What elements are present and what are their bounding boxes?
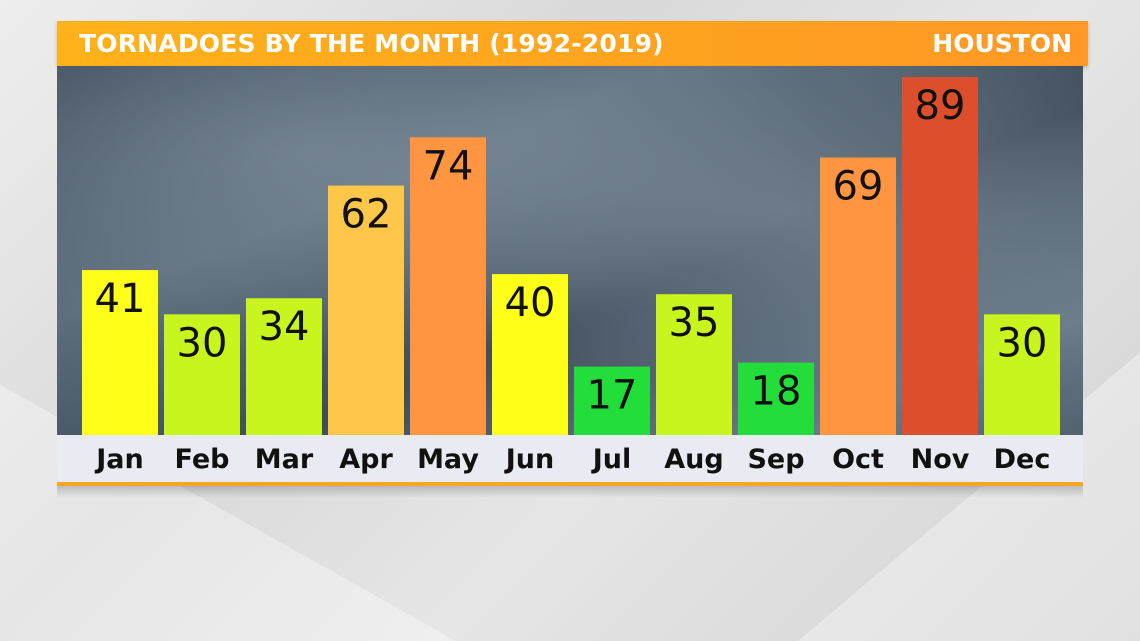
- month-label-feb: Feb: [175, 444, 230, 475]
- month-label-may: May: [417, 444, 479, 475]
- bar-mar: [246, 298, 322, 435]
- value-label-jun: 40: [505, 280, 556, 326]
- month-label-jun: Jun: [504, 444, 555, 475]
- month-label-jul: Jul: [591, 444, 632, 475]
- month-label-aug: Aug: [664, 444, 723, 475]
- bar-sep: [738, 362, 814, 435]
- month-label-dec: Dec: [994, 444, 1051, 475]
- bar-chart: 41 30 34 62 74 40 17 35 18 69 89 30 Jan Feb Mar Apr May…: [57, 66, 1083, 486]
- value-label-nov: 89: [915, 83, 966, 129]
- value-label-may: 74: [423, 143, 474, 189]
- title-bar: TORNADOES BY THE MONTH (1992-2019) HOUST…: [57, 21, 1088, 66]
- bar-jan: [82, 270, 158, 435]
- month-label-mar: Mar: [255, 444, 314, 475]
- bar-may: [410, 137, 486, 435]
- value-label-mar: 34: [259, 304, 310, 350]
- value-label-dec: 30: [997, 320, 1048, 366]
- bar-aug: [656, 294, 732, 435]
- month-label-jan: Jan: [94, 444, 144, 475]
- value-label-aug: 35: [669, 300, 720, 346]
- panel-shadow: [57, 486, 1083, 498]
- month-label-sep: Sep: [747, 444, 804, 475]
- value-label-jul: 17: [587, 373, 638, 419]
- chart-panel: 41 30 34 62 74 40 17 35 18 69 89 30 Jan Feb Mar Apr May…: [57, 66, 1083, 486]
- bar-jun: [492, 274, 568, 435]
- value-label-feb: 30: [177, 320, 228, 366]
- month-label-apr: Apr: [339, 444, 393, 475]
- value-label-sep: 18: [751, 369, 802, 415]
- value-label-apr: 62: [341, 192, 392, 238]
- accent-line: [57, 482, 1083, 486]
- bars-group: [82, 77, 1060, 435]
- bar-dec: [984, 314, 1060, 435]
- value-label-oct: 69: [833, 163, 884, 209]
- bar-jul: [574, 366, 650, 435]
- location-label: HOUSTON: [932, 29, 1072, 58]
- bar-feb: [164, 314, 240, 435]
- bar-apr: [328, 185, 404, 435]
- month-label-oct: Oct: [832, 444, 884, 475]
- value-labels-group: 41 30 34 62 74 40 17 35 18 69 89 30: [95, 83, 1048, 419]
- month-label-nov: Nov: [911, 444, 970, 475]
- bar-nov: [902, 77, 978, 435]
- month-labels-group: Jan Feb Mar Apr May Jun Jul Aug Sep Oct Nov Dec: [94, 444, 1050, 475]
- month-label-strip: [57, 435, 1083, 482]
- chart-title: TORNADOES BY THE MONTH (1992-2019): [79, 29, 664, 58]
- value-label-jan: 41: [95, 276, 146, 322]
- bar-oct: [820, 157, 896, 435]
